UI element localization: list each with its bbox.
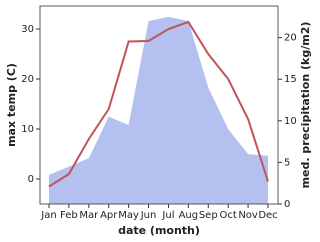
y2-tick-label: 20	[284, 33, 297, 44]
y-axis-title: max temp (C)	[5, 63, 18, 147]
x-tick-label: Sep	[199, 210, 218, 221]
x-tick-label: Mar	[79, 210, 99, 221]
x-tick-label: Dec	[258, 210, 277, 221]
x-tick-label: Jun	[140, 210, 157, 221]
x-tick-label: Apr	[100, 210, 118, 221]
y-tick-label: 10	[21, 124, 34, 135]
y2-axis-title: med. precipitation (kg/m2)	[299, 22, 312, 189]
y-tick-label: 0	[28, 174, 34, 185]
x-tick-label: Jul	[161, 210, 174, 221]
x-tick-label: Aug	[179, 210, 199, 221]
temp-line	[48, 20, 269, 188]
x-tick-label: Jan	[40, 210, 56, 221]
y-tick-label: 30	[21, 24, 34, 35]
y2-tick-label: 5	[284, 157, 290, 168]
plot-frame	[39, 5, 279, 205]
x-tick-label: Feb	[60, 210, 78, 221]
y2-tick-label: 0	[284, 199, 290, 210]
x-tick-label: Nov	[238, 210, 258, 221]
precipitation-area	[49, 16, 268, 205]
x-tick-label: May	[118, 210, 139, 221]
y-tick-label: 20	[21, 74, 34, 85]
x-tick-label: Oct	[220, 210, 237, 221]
y2-tick-label: 15	[284, 74, 297, 85]
x-axis-title: date (month)	[118, 224, 200, 237]
y2-tick-label: 10	[284, 116, 297, 127]
